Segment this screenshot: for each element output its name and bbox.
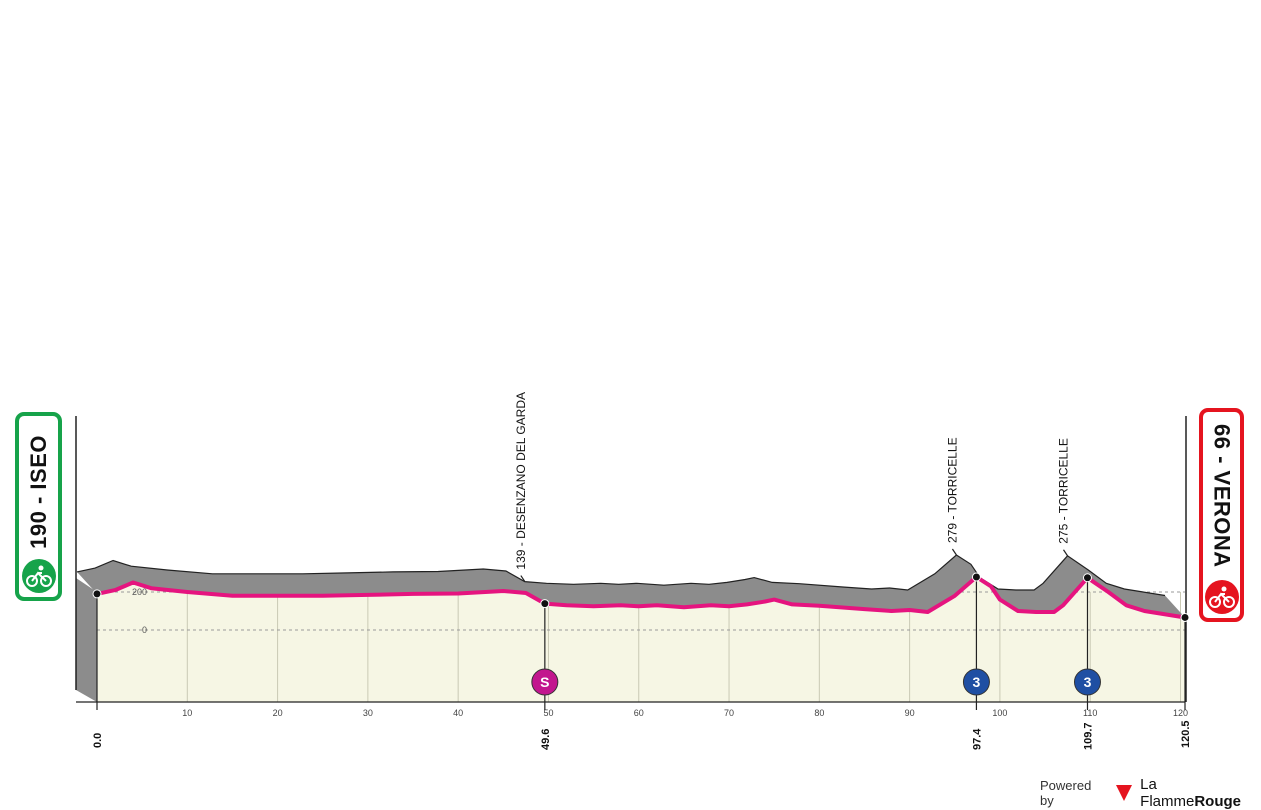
start-label: 190 - ISEO	[25, 435, 51, 549]
waypoint-marker-badge	[531, 668, 559, 696]
start-cyclist-icon	[21, 559, 56, 593]
start-point	[92, 589, 102, 599]
km-tick-label: 40	[453, 708, 463, 718]
km-tick-label: 90	[905, 708, 915, 718]
km-tick-label: 120	[1173, 708, 1188, 718]
terrain-ridge-line	[76, 554, 1166, 597]
waypoint-point	[540, 599, 550, 609]
finish-km-label: 120.5	[1180, 720, 1192, 748]
elevation-tick-label: 200	[132, 587, 147, 597]
waypoint-marker-badge	[962, 668, 990, 696]
brand-bold: Rouge	[1194, 793, 1242, 810]
terrain-band	[77, 555, 1185, 618]
waypoint-leader	[951, 548, 957, 556]
km-tick-label: 60	[634, 708, 644, 718]
km-tick-label: 110	[1083, 708, 1097, 718]
profile-side-wall	[76, 578, 97, 702]
profile-fill	[97, 577, 1185, 702]
powered-by-footer: Powered by La FlammeRouge	[1040, 776, 1261, 810]
finish-label: 66 - VERONA	[1209, 424, 1235, 568]
waypoint-km-label: 49.6	[540, 729, 552, 750]
start-badge: 190 - ISEO	[15, 412, 62, 601]
finish-badge: 66 - VERONA	[1199, 408, 1244, 622]
start-km-label: 0.0	[92, 733, 104, 748]
km-tick-label: 70	[724, 708, 734, 718]
waypoint-km-label: 97.4	[971, 728, 983, 750]
brand-name: La FlammeRouge	[1140, 776, 1261, 810]
waypoint-name-label: 139 - DESENZANO DEL GARDA	[514, 392, 528, 570]
km-tick-label: 10	[182, 708, 192, 718]
km-tick-label: 100	[992, 708, 1007, 718]
km-tick-label: 80	[814, 708, 824, 718]
waypoint-name-label: 275 - TORRICELLE	[1056, 438, 1070, 544]
elevation-tick-label: 0	[142, 625, 147, 635]
waypoint-marker-text: S	[540, 674, 549, 690]
waypoint-name-label: 279 - TORRICELLE	[945, 437, 959, 543]
waypoint-point	[971, 572, 981, 582]
waypoint-leader	[1062, 549, 1068, 557]
km-tick-label: 30	[363, 708, 373, 718]
finish-cyclist-icon	[1204, 580, 1239, 614]
waypoint-km-label: 109.7	[1082, 722, 1094, 750]
route-line	[96, 575, 1186, 620]
waypoint-leader	[520, 575, 526, 582]
waypoint-marker-badge	[1073, 668, 1101, 696]
powered-by-text: Powered by	[1040, 778, 1092, 808]
km-tick-label: 50	[543, 708, 553, 718]
waypoint-marker-text: 3	[1084, 674, 1092, 690]
waypoint-marker-text: 3	[973, 674, 981, 690]
brand-regular: La Flamme	[1140, 776, 1195, 810]
flame-logo-icon	[1116, 785, 1133, 801]
waypoint-point	[1082, 573, 1092, 583]
finish-point	[1180, 612, 1190, 622]
km-tick-label: 20	[273, 708, 283, 718]
